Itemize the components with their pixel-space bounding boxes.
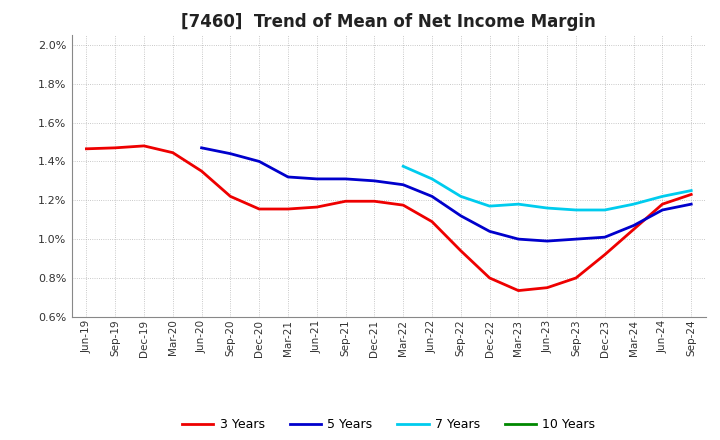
3 Years bbox=[399, 202, 408, 208]
Line: 3 Years: 3 Years bbox=[86, 146, 691, 290]
7 Years bbox=[687, 188, 696, 193]
3 Years bbox=[82, 146, 91, 151]
3 Years bbox=[284, 206, 292, 212]
3 Years bbox=[370, 198, 379, 204]
3 Years bbox=[600, 252, 609, 257]
5 Years bbox=[658, 207, 667, 213]
7 Years bbox=[456, 194, 465, 199]
5 Years bbox=[255, 159, 264, 164]
7 Years bbox=[600, 207, 609, 213]
Legend: 3 Years, 5 Years, 7 Years, 10 Years: 3 Years, 5 Years, 7 Years, 10 Years bbox=[177, 413, 600, 436]
3 Years bbox=[140, 143, 148, 149]
7 Years bbox=[514, 202, 523, 207]
7 Years bbox=[543, 205, 552, 211]
5 Years bbox=[399, 182, 408, 187]
3 Years bbox=[168, 150, 177, 155]
5 Years bbox=[312, 176, 321, 182]
3 Years bbox=[197, 169, 206, 174]
5 Years bbox=[456, 213, 465, 218]
3 Years bbox=[687, 192, 696, 197]
Title: [7460]  Trend of Mean of Net Income Margin: [7460] Trend of Mean of Net Income Margi… bbox=[181, 13, 596, 31]
3 Years bbox=[629, 227, 638, 232]
3 Years bbox=[428, 219, 436, 224]
5 Years bbox=[428, 194, 436, 199]
5 Years bbox=[197, 145, 206, 150]
7 Years bbox=[428, 176, 436, 182]
5 Years bbox=[226, 151, 235, 156]
3 Years bbox=[312, 205, 321, 210]
5 Years bbox=[600, 235, 609, 240]
Line: 5 Years: 5 Years bbox=[202, 148, 691, 241]
5 Years bbox=[284, 174, 292, 180]
3 Years bbox=[485, 275, 494, 281]
3 Years bbox=[658, 202, 667, 207]
5 Years bbox=[687, 202, 696, 207]
3 Years bbox=[572, 275, 580, 281]
3 Years bbox=[111, 145, 120, 150]
3 Years bbox=[255, 206, 264, 212]
5 Years bbox=[572, 236, 580, 242]
7 Years bbox=[629, 202, 638, 207]
3 Years bbox=[543, 285, 552, 290]
5 Years bbox=[543, 238, 552, 244]
7 Years bbox=[399, 164, 408, 169]
5 Years bbox=[629, 223, 638, 228]
3 Years bbox=[456, 248, 465, 253]
5 Years bbox=[370, 178, 379, 183]
3 Years bbox=[341, 198, 350, 204]
3 Years bbox=[514, 288, 523, 293]
7 Years bbox=[485, 203, 494, 209]
5 Years bbox=[341, 176, 350, 182]
7 Years bbox=[658, 194, 667, 199]
3 Years bbox=[226, 194, 235, 199]
5 Years bbox=[485, 229, 494, 234]
Line: 7 Years: 7 Years bbox=[403, 166, 691, 210]
7 Years bbox=[572, 207, 580, 213]
5 Years bbox=[514, 236, 523, 242]
